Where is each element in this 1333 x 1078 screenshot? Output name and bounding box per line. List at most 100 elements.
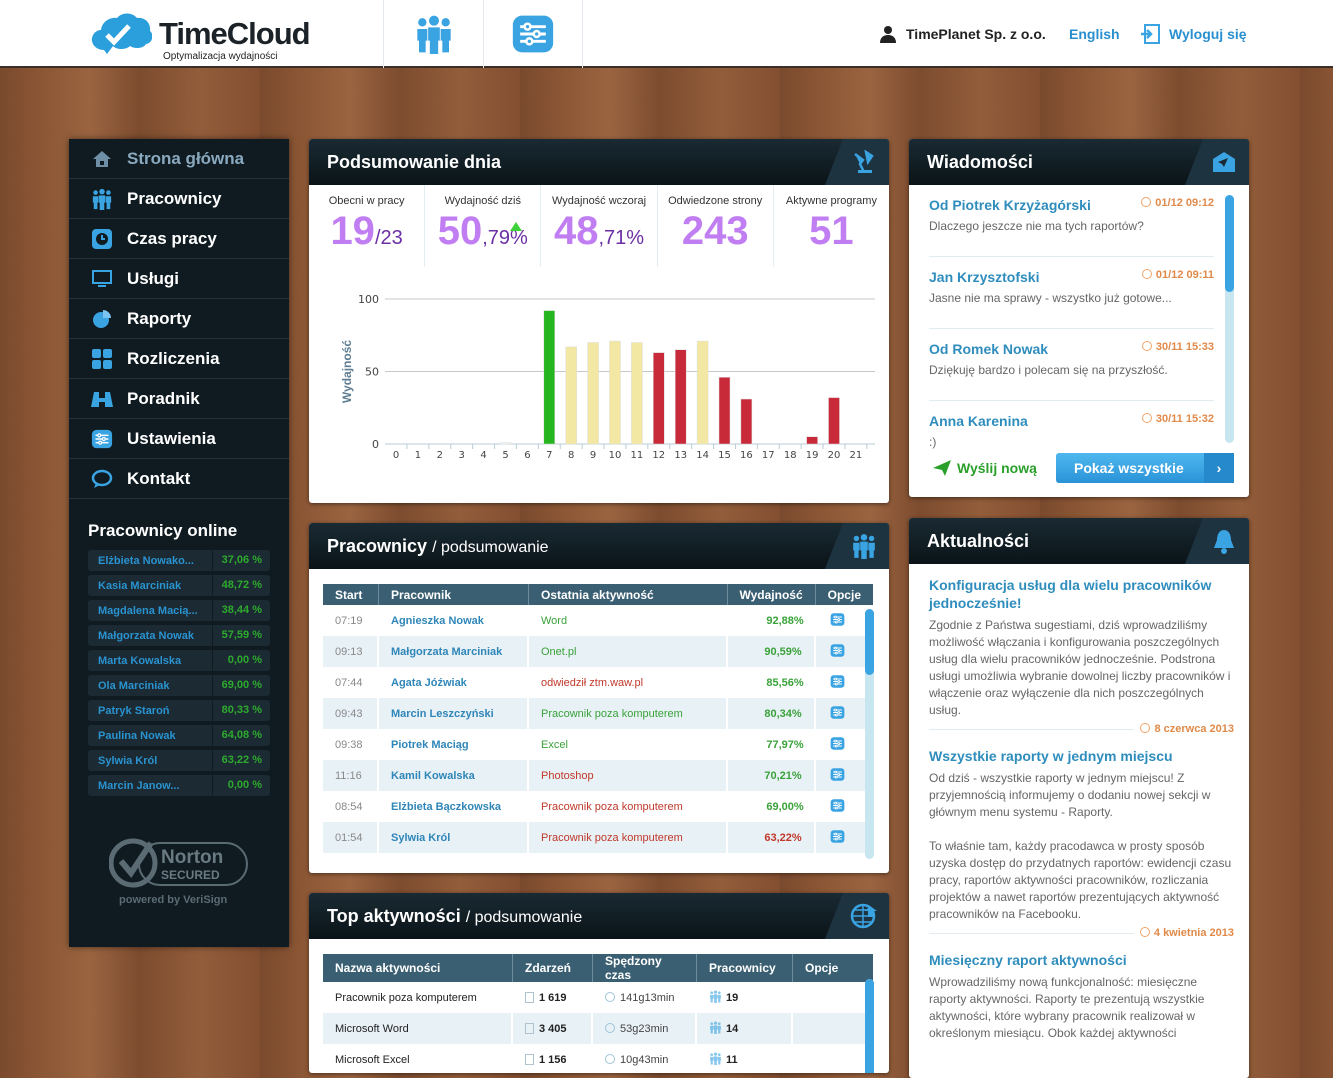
- bar-hour-8[interactable]: [565, 346, 577, 445]
- options-sliders-icon[interactable]: [830, 705, 845, 723]
- table-row[interactable]: 11:16 Kamil Kowalska Photoshop 70,21%: [323, 760, 873, 791]
- online-employee-row[interactable]: Małgorzata Nowak 57,59 %: [88, 625, 270, 646]
- message-item[interactable]: Od Romek Nowak 30/11 15:33 Dziękuję bardzo…: [929, 329, 1214, 401]
- send-new-message-link[interactable]: Wyślij nową: [933, 460, 1037, 476]
- nav-settings-button[interactable]: [483, 0, 583, 68]
- message-sender[interactable]: Anna Karenina: [929, 413, 1028, 429]
- employee-name-link[interactable]: Sylwia Król: [379, 822, 529, 853]
- sidebar-item-strona-główna[interactable]: Strona główna: [69, 139, 289, 179]
- options-cell[interactable]: [793, 982, 873, 1013]
- last-activity: Excel: [541, 738, 568, 751]
- employee-name-link[interactable]: Małgorzata Marciniak: [379, 636, 529, 667]
- bar-hour-10[interactable]: [609, 340, 621, 445]
- message-sender[interactable]: Od Piotrek Krzyżagórski: [929, 197, 1091, 213]
- messages-scrollbar[interactable]: [1225, 195, 1234, 443]
- employee-name-link[interactable]: Agata Jóźwiak: [391, 676, 467, 689]
- options-sliders-icon[interactable]: [830, 798, 845, 816]
- table-row[interactable]: 09:38 Piotrek Maciąg Excel 77,97%: [323, 729, 873, 760]
- options-sliders-icon[interactable]: [830, 612, 845, 630]
- table-row[interactable]: 09:43 Marcin Leszczyński Pracownik poza ko…: [323, 698, 873, 729]
- options-sliders-icon[interactable]: [830, 767, 845, 785]
- online-employee-row[interactable]: Elżbieta Nowako... 37,06 %: [88, 550, 270, 571]
- sidebar-item-raporty[interactable]: Raporty: [69, 299, 289, 339]
- employee-name-link[interactable]: Elżbieta Bączkowska: [391, 800, 502, 813]
- employee-name-link[interactable]: Piotrek Maciąg: [391, 738, 469, 751]
- sidebar-item-label: Poradnik: [127, 388, 200, 408]
- bar-hour-7[interactable]: [543, 310, 556, 445]
- table-row[interactable]: 09:13 Małgorzata Marciniak Onet.pl 90,59%: [323, 636, 873, 667]
- table-row[interactable]: Microsoft Excel 1 156 10g43min 11: [323, 1044, 873, 1073]
- column-header[interactable]: Opcje: [793, 954, 873, 982]
- online-employee-row[interactable]: Patryk Staroń 80,33 %: [88, 700, 270, 721]
- sidebar-item-ustawienia[interactable]: Ustawienia: [69, 419, 289, 459]
- column-header[interactable]: Ostatnia aktywność: [529, 584, 728, 605]
- online-employee-row[interactable]: Sylwia Król 63,22 %: [88, 750, 270, 771]
- sidebar-item-czas-pracy[interactable]: Czas pracy: [69, 219, 289, 259]
- column-header[interactable]: Start: [323, 584, 379, 605]
- bar-hour-20[interactable]: [828, 397, 840, 445]
- stat-label: Odwiedzone strony: [668, 195, 763, 207]
- news-title-link[interactable]: Miesięczny raport aktywności: [929, 952, 1127, 968]
- options-cell[interactable]: [793, 1044, 873, 1073]
- sidebar-item-pracownicy[interactable]: Pracownicy: [69, 179, 289, 219]
- table-row[interactable]: 07:44 Agata Jóźwiak odwiedził ztm.waw.pl 85…: [323, 667, 873, 698]
- online-employee-row[interactable]: Marcin Janow... 0,00 %: [88, 775, 270, 796]
- news-title-link[interactable]: Konfiguracja usług dla wielu pracowników…: [929, 577, 1212, 611]
- sidebar-item-rozliczenia[interactable]: Rozliczenia: [69, 339, 289, 379]
- bar-hour-9[interactable]: [587, 342, 599, 445]
- options-sliders-icon[interactable]: [830, 643, 845, 661]
- column-header[interactable]: Spędzony czas: [593, 954, 697, 982]
- online-employee-row[interactable]: Ola Marciniak 69,00 %: [88, 675, 270, 696]
- nav-employees-button[interactable]: [383, 0, 483, 68]
- online-employee-row[interactable]: Kasia Marciniak 48,72 %: [88, 575, 270, 596]
- sidebar-item-label: Ustawienia: [127, 428, 216, 448]
- sidebar-item-poradnik[interactable]: Poradnik: [69, 379, 289, 419]
- employees-scrollbar[interactable]: [865, 609, 874, 859]
- column-header[interactable]: Zdarzeń: [513, 954, 593, 982]
- table-row[interactable]: 01:54 Sylwia Król Pracownik poza komputere…: [323, 822, 873, 853]
- language-link[interactable]: English: [1069, 26, 1120, 42]
- employee-name-link[interactable]: Marcin Leszczyński: [379, 698, 529, 729]
- table-row[interactable]: Pracownik poza komputerem 1 619 141g13min 1…: [323, 982, 873, 1013]
- options-sliders-icon[interactable]: [830, 829, 845, 847]
- bar-hour-5[interactable]: [499, 442, 512, 445]
- sidebar-item-kontakt[interactable]: Kontakt: [69, 459, 289, 499]
- column-header[interactable]: Opcje: [815, 584, 873, 605]
- table-row[interactable]: Microsoft Word 3 405 53g23min 14: [323, 1013, 873, 1044]
- employee-name-link[interactable]: Kamil Kowalska: [379, 760, 529, 791]
- show-all-messages-button[interactable]: Pokaż wszystkie ›: [1056, 453, 1234, 483]
- bar-hour-16[interactable]: [740, 398, 753, 445]
- column-header[interactable]: Pracownicy: [697, 954, 793, 982]
- online-employee-row[interactable]: Magdalena Macią... 38,44 %: [88, 600, 270, 621]
- x-tick-label: 6: [524, 450, 530, 461]
- message-item[interactable]: Od Piotrek Krzyżagórski 01/12 09:12 Dlacze…: [929, 185, 1214, 257]
- column-header[interactable]: Nazwa aktywności: [323, 954, 513, 982]
- options-cell[interactable]: [793, 1013, 873, 1044]
- sidebar-item-usługi[interactable]: Usługi: [69, 259, 289, 299]
- options-sliders-icon[interactable]: [830, 736, 845, 754]
- bar-hour-13[interactable]: [674, 349, 687, 445]
- message-item[interactable]: Jan Krzysztofski 01/12 09:11 Jasne nie ma …: [929, 257, 1214, 329]
- start-time: 07:19: [335, 614, 363, 627]
- options-sliders-icon[interactable]: [830, 674, 845, 692]
- employee-name-link[interactable]: Agnieszka Nowak: [391, 614, 484, 627]
- message-sender[interactable]: Od Romek Nowak: [929, 341, 1049, 357]
- message-sender[interactable]: Jan Krzysztofski: [929, 269, 1040, 285]
- online-employee-row[interactable]: Paulina Nowak 64,08 %: [88, 725, 270, 746]
- table-row[interactable]: 08:54 Elżbieta Bączkowska Pracownik poza k…: [323, 791, 873, 822]
- bar-hour-11[interactable]: [631, 342, 643, 445]
- message-item[interactable]: Anna Karenina 30/11 15:32:): [929, 401, 1214, 473]
- bar-hour-19[interactable]: [806, 436, 818, 445]
- logout-link[interactable]: Wyloguj się: [1169, 26, 1247, 42]
- column-header[interactable]: Wydajność: [727, 584, 816, 605]
- top-activities-scrollbar[interactable]: [865, 979, 874, 1073]
- bar-hour-14[interactable]: [696, 340, 709, 445]
- x-tick-label: 8: [568, 450, 574, 461]
- bar-hour-15[interactable]: [718, 377, 731, 445]
- table-row[interactable]: 07:19 Agnieszka Nowak Word 92,88%: [323, 605, 873, 636]
- news-title-link[interactable]: Wszystkie raporty w jednym miejscu: [929, 748, 1173, 764]
- bar-hour-12[interactable]: [653, 352, 665, 445]
- online-employee-row[interactable]: Marta Kowalska 0,00 %: [88, 650, 270, 671]
- column-header[interactable]: Pracownik: [379, 584, 529, 605]
- timecloud-logo[interactable]: TimeCloud Optymalizacja wydajności: [90, 10, 315, 65]
